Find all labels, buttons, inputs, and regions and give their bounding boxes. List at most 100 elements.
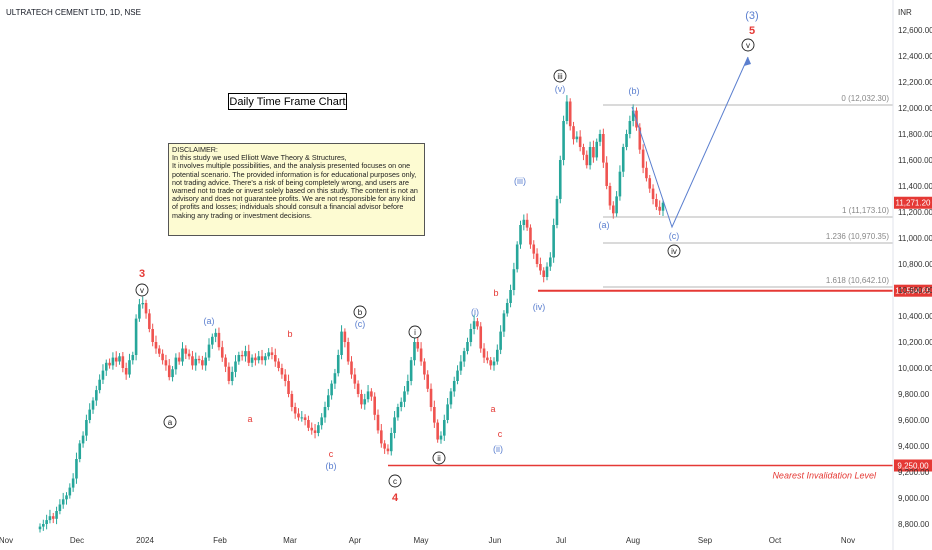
candle-body xyxy=(363,399,367,405)
candle-body xyxy=(555,199,559,225)
candle-body xyxy=(61,499,65,505)
candle-body xyxy=(582,147,585,155)
candle-body xyxy=(283,374,287,381)
candle-body xyxy=(492,361,496,366)
candle-body xyxy=(148,313,151,329)
invalidation-price-badge-bg xyxy=(894,459,932,472)
candle-body xyxy=(552,225,555,258)
candle-body xyxy=(164,360,168,366)
candle-body xyxy=(85,420,88,436)
candle-body xyxy=(320,417,323,426)
candle-body xyxy=(436,422,439,440)
candle-body xyxy=(456,370,459,381)
candle-body xyxy=(370,391,373,397)
candle-body xyxy=(545,266,549,277)
candle-body xyxy=(383,443,386,449)
y-tick-label: 11,800.00 xyxy=(898,130,932,139)
candle-body xyxy=(532,244,536,254)
candle-body xyxy=(91,400,95,410)
candle-body xyxy=(655,199,658,207)
candle-body xyxy=(174,357,178,370)
candle-body xyxy=(71,478,75,488)
x-tick-label: Apr xyxy=(349,536,362,545)
chart-title: ULTRATECH CEMENT LTD, 1D, NSE xyxy=(6,8,141,17)
y-tick-label: 11,000.00 xyxy=(898,234,932,243)
y-tick-label: 10,000.00 xyxy=(898,364,932,373)
candle-body xyxy=(38,526,42,530)
candle-body xyxy=(578,136,582,147)
current-price-badge-bg xyxy=(894,196,932,209)
candle-body xyxy=(479,326,483,349)
candle-body xyxy=(658,206,661,211)
overlays: 0 (12,032.30) 1 (11,173.10) 1.236 (10,970.… xyxy=(135,10,932,504)
candle-body xyxy=(549,257,552,267)
wave-label-iv_paren: (iv) xyxy=(533,302,546,312)
wave-label-a_red_2: a xyxy=(490,404,495,414)
candle-body xyxy=(101,370,105,380)
candle-body xyxy=(177,357,181,362)
candle-body xyxy=(336,355,340,374)
candle-body xyxy=(645,167,648,179)
candle-body xyxy=(300,417,304,419)
y-tick-label: 9,600.00 xyxy=(898,416,930,425)
candle-body xyxy=(197,358,201,361)
candle-body xyxy=(651,188,655,199)
current-price-badge: 11,271.20 xyxy=(896,199,932,208)
candle-body xyxy=(171,369,174,378)
candle-body xyxy=(588,147,592,166)
candle-body xyxy=(476,321,479,327)
y-tick-label: 10,800.00 xyxy=(898,260,932,269)
candle-body xyxy=(608,186,612,206)
x-tick-label: Jun xyxy=(489,536,502,545)
x-tick-label: Oct xyxy=(769,536,782,545)
projection-arrowhead xyxy=(744,57,751,66)
y-tick-label: 12,600.00 xyxy=(898,26,932,35)
candle-body xyxy=(562,121,565,160)
candle-body xyxy=(303,417,307,420)
candle-body xyxy=(167,365,171,378)
wave-circle-v_circle xyxy=(741,38,755,52)
candle-body xyxy=(65,495,68,500)
x-tick-label: Nov xyxy=(0,536,13,545)
candle-body xyxy=(482,348,486,358)
wave-label-a_paren_2: (a) xyxy=(599,220,610,230)
wave-label-v_circle: v xyxy=(746,41,750,50)
wave-label-b_red_1: b xyxy=(287,329,292,339)
candle-body xyxy=(111,357,115,366)
candle-body xyxy=(373,396,376,415)
candle-body xyxy=(515,244,519,270)
candle-body xyxy=(227,366,231,381)
x-tick-label: Mar xyxy=(283,536,297,545)
candle-body xyxy=(45,520,48,524)
wave-label-b_circle: b xyxy=(358,308,363,317)
candle-body xyxy=(81,435,85,444)
candle-body xyxy=(535,253,539,264)
candle-body xyxy=(558,160,562,199)
candle-body xyxy=(429,388,433,407)
candle-body xyxy=(486,357,489,361)
candle-body xyxy=(128,360,131,375)
candle-body xyxy=(88,409,92,420)
wave-label-a_paren_blue: (a) xyxy=(204,316,215,326)
candle-body xyxy=(257,356,261,361)
candle-body xyxy=(426,374,430,389)
candle-body xyxy=(505,303,509,314)
candle-body xyxy=(641,149,645,168)
y-axis: 12,600.00 12,400.00 12,200.00 12,000.00 11,8… xyxy=(892,0,932,550)
candle-body xyxy=(247,351,251,363)
disclaimer-box: DISCLAIMER: In this study we used Elliot… xyxy=(168,143,425,236)
invalidation-price-badge: 9,250.00 xyxy=(897,462,929,471)
currency-label: INR xyxy=(898,8,912,17)
candle-body xyxy=(522,219,526,225)
candle-body xyxy=(433,407,436,423)
candle-body xyxy=(419,348,423,362)
candle-body xyxy=(307,420,310,428)
candle-body xyxy=(386,448,390,452)
wave-circle-ii_circle xyxy=(432,451,446,465)
wave-label-iv_circle: iv xyxy=(671,247,677,256)
candle-body xyxy=(55,511,58,519)
x-tick-label: Aug xyxy=(626,536,640,545)
fib-label: 1.618 (10,642.10) xyxy=(826,276,889,285)
candle-body xyxy=(98,379,101,391)
candle-body xyxy=(151,329,154,342)
